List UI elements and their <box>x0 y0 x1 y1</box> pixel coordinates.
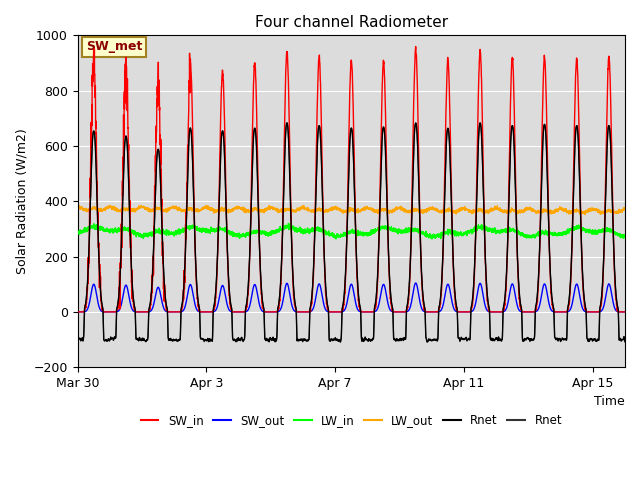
Y-axis label: Solar Radiation (W/m2): Solar Radiation (W/m2) <box>15 128 28 274</box>
X-axis label: Time: Time <box>595 396 625 408</box>
Text: SW_met: SW_met <box>86 40 142 53</box>
Title: Four channel Radiometer: Four channel Radiometer <box>255 15 448 30</box>
Legend: SW_in, SW_out, LW_in, LW_out, Rnet, Rnet: SW_in, SW_out, LW_in, LW_out, Rnet, Rnet <box>136 409 567 432</box>
